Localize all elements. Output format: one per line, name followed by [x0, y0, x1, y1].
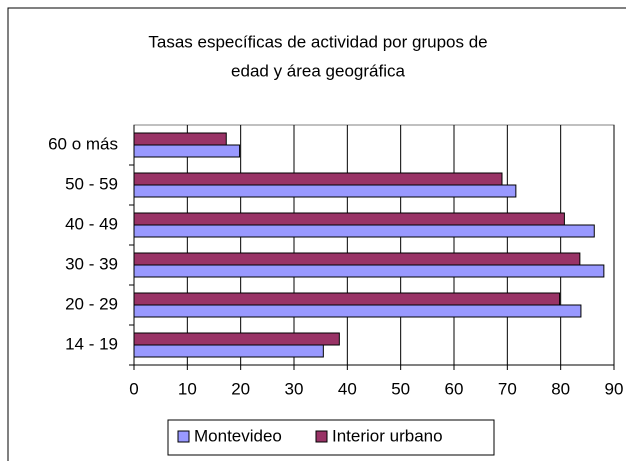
legend-label: Montevideo — [194, 426, 282, 445]
chart-title: Tasas específicas de actividad por grupo… — [148, 32, 487, 51]
bar — [133, 212, 565, 226]
bar — [133, 344, 324, 358]
legend-swatch — [177, 430, 190, 443]
legend-swatch — [315, 430, 328, 443]
x-tick-label: 40 — [338, 379, 357, 398]
y-tick-label: 20 - 29 — [65, 294, 118, 313]
bar — [133, 184, 517, 198]
legend-box — [167, 419, 495, 456]
x-tick-label: 90 — [605, 379, 624, 398]
x-tick-label: 10 — [178, 379, 197, 398]
y-tick-label: 14 - 19 — [65, 334, 118, 353]
bar — [133, 172, 503, 186]
bar — [133, 252, 581, 266]
bar — [133, 224, 595, 238]
bar — [133, 332, 340, 346]
bar — [133, 144, 241, 158]
y-tick-label: 30 - 39 — [65, 254, 118, 273]
chart-title: edad y área geográfica — [231, 61, 405, 80]
x-tick-label: 0 — [129, 379, 138, 398]
x-tick-label: 80 — [551, 379, 570, 398]
x-tick-label: 60 — [445, 379, 464, 398]
y-tick-label: 60 o más — [48, 134, 118, 153]
x-tick-label: 70 — [498, 379, 517, 398]
bar — [133, 292, 561, 306]
bar — [133, 132, 227, 146]
x-tick-label: 30 — [285, 379, 304, 398]
x-tick-label: 20 — [231, 379, 250, 398]
x-tick-label: 50 — [391, 379, 410, 398]
bar — [133, 304, 582, 318]
plot-area — [133, 124, 615, 366]
y-tick-label: 40 - 49 — [65, 214, 118, 233]
bar — [133, 264, 605, 278]
y-tick-label: 50 - 59 — [65, 174, 118, 193]
legend-label: Interior urbano — [332, 426, 443, 445]
